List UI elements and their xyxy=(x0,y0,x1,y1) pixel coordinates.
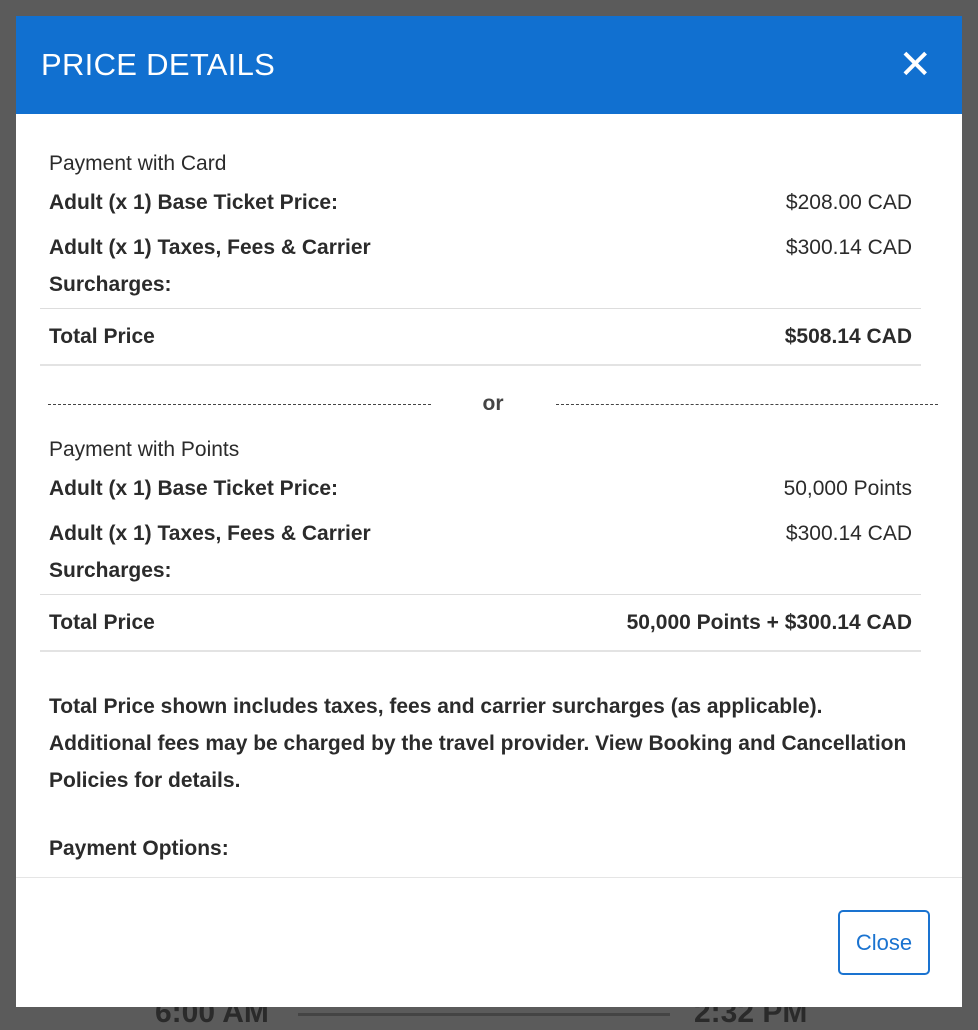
background-flight-line xyxy=(298,1013,670,1016)
or-divider: or xyxy=(48,392,938,416)
points-base-row: Adult (x 1) Base Ticket Price: 50,000 Po… xyxy=(40,470,921,507)
modal-header: PRICE DETAILS ✕ xyxy=(16,16,962,114)
modal-body[interactable]: Payment with Card Adult (x 1) Base Ticke… xyxy=(16,114,962,877)
modal-title: PRICE DETAILS xyxy=(41,47,276,82)
total-label: Total Price xyxy=(49,611,155,634)
close-x-icon[interactable]: ✕ xyxy=(898,43,932,87)
points-taxes-row: Adult (x 1) Taxes, Fees & Carrier Surcha… xyxy=(40,515,921,589)
total-value: 50,000 Points + $300.14 CAD xyxy=(626,611,912,634)
payment-options-heading: Payment Options: xyxy=(49,837,229,860)
row-value: 50,000 Points xyxy=(783,477,912,500)
row-label: Adult (x 1) Base Ticket Price: xyxy=(49,477,339,500)
points-total-row: Total Price 50,000 Points + $300.14 CAD xyxy=(40,594,921,652)
row-value: $300.14 CAD xyxy=(785,522,912,545)
total-label: Total Price xyxy=(49,325,155,348)
modal-footer: Close xyxy=(16,877,962,1007)
card-taxes-row: Adult (x 1) Taxes, Fees & Carrier Surcha… xyxy=(40,229,921,303)
price-details-modal: PRICE DETAILS ✕ Payment with Card Adult … xyxy=(16,16,962,1007)
card-total-row: Total Price $508.14 CAD xyxy=(40,308,921,366)
card-section-label: Payment with Card xyxy=(49,152,227,175)
row-value: $208.00 CAD xyxy=(785,191,912,214)
close-button[interactable]: Close xyxy=(838,910,930,975)
price-note: Total Price shown includes taxes, fees a… xyxy=(49,695,907,792)
row-label: Adult (x 1) Taxes, Fees & Carrier Surcha… xyxy=(49,522,371,582)
total-value: $508.14 CAD xyxy=(784,325,912,348)
row-label: Adult (x 1) Taxes, Fees & Carrier Surcha… xyxy=(49,236,371,296)
row-value: $300.14 CAD xyxy=(785,236,912,259)
card-base-row: Adult (x 1) Base Ticket Price: $208.00 C… xyxy=(40,184,921,221)
row-label: Adult (x 1) Base Ticket Price: xyxy=(49,191,339,214)
points-section-label: Payment with Points xyxy=(49,438,240,461)
or-label: or xyxy=(482,392,504,415)
